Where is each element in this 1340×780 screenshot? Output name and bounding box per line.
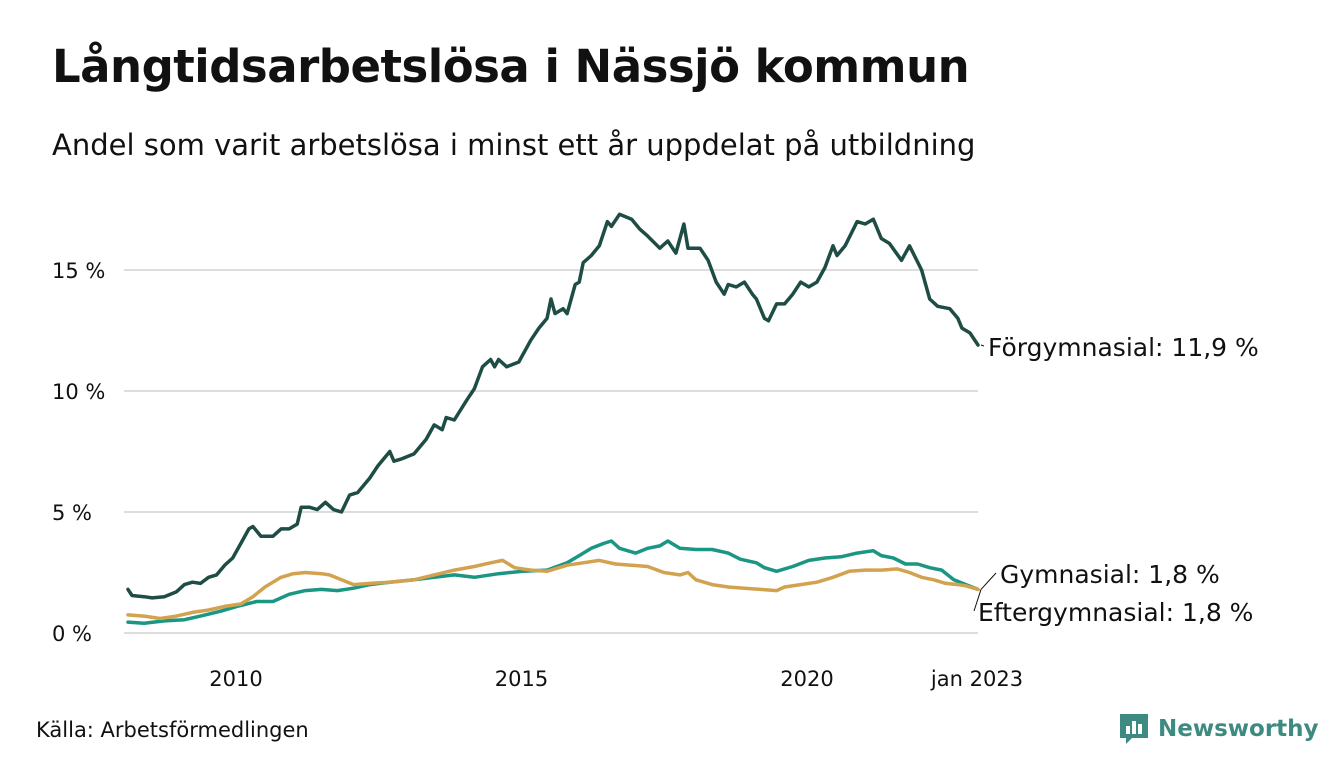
source-note: Källa: Arbetsförmedlingen — [36, 718, 309, 742]
grid-lines — [124, 269, 978, 634]
chart-title: Långtidsarbetslösa i Nässjö kommun — [52, 40, 970, 93]
newsworthy-logo-icon — [1120, 714, 1148, 744]
brand-logo: Newsworthy — [1118, 712, 1319, 746]
series-line-eftergymnasial — [126, 558, 980, 621]
label-leader-line — [980, 572, 997, 590]
brand-name: Newsworthy — [1158, 716, 1319, 742]
x-tick-label: 2015 — [495, 667, 548, 691]
label-leader-line — [973, 589, 982, 612]
chart-subtitle: Andel som varit arbetslösa i minst ett å… — [52, 128, 976, 162]
x-tick-label: jan 2023 — [930, 667, 1023, 691]
series-line-gymnasial — [126, 539, 980, 626]
y-tick-label: 15 % — [52, 259, 105, 283]
series-end-label-förgymnasial: Förgymnasial: 11,9 % — [988, 333, 1259, 362]
series-line-förgymnasial — [126, 212, 980, 600]
series-end-labels: Förgymnasial: 11,9 % Gymnasial: 1,8 % Efte… — [973, 333, 1259, 627]
y-tick-label: 0 % — [52, 622, 92, 646]
series-end-label-eftergymnasial: Eftergymnasial: 1,8 % — [978, 598, 1253, 627]
x-tick-label: 2020 — [780, 667, 833, 691]
label-leader-line — [980, 344, 985, 347]
x-tick-label: 2010 — [209, 667, 262, 691]
axis-tick-labels: 0 % 5 % 10 % 15 % 2010 2015 2020 jan 2023 — [52, 259, 1023, 691]
y-tick-label: 5 % — [52, 501, 92, 525]
series-end-label-gymnasial: Gymnasial: 1,8 % — [1000, 560, 1220, 589]
series-lines — [126, 212, 980, 626]
y-tick-label: 10 % — [52, 380, 105, 404]
